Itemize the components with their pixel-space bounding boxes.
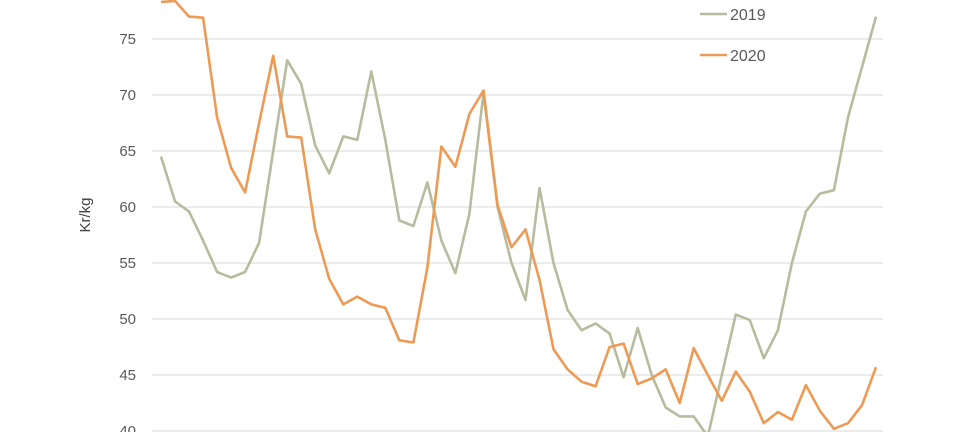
y-tick-label: 45	[119, 367, 136, 384]
y-tick-label: 50	[119, 311, 136, 328]
series-line-2019	[159, 16, 878, 432]
legend-label: 2019	[730, 7, 766, 24]
y-tick-label: 60	[119, 199, 136, 216]
y-axis-label: Kr/kg	[77, 197, 94, 232]
y-tick-label: 65	[119, 143, 136, 160]
y-tick-label: 75	[119, 31, 136, 48]
legend-label: 2020	[730, 48, 766, 65]
y-tick-label: 70	[119, 87, 136, 104]
series-line-2020	[160, 0, 878, 431]
y-tick-label: 40	[119, 423, 136, 432]
y-tick-label: 55	[119, 255, 136, 272]
